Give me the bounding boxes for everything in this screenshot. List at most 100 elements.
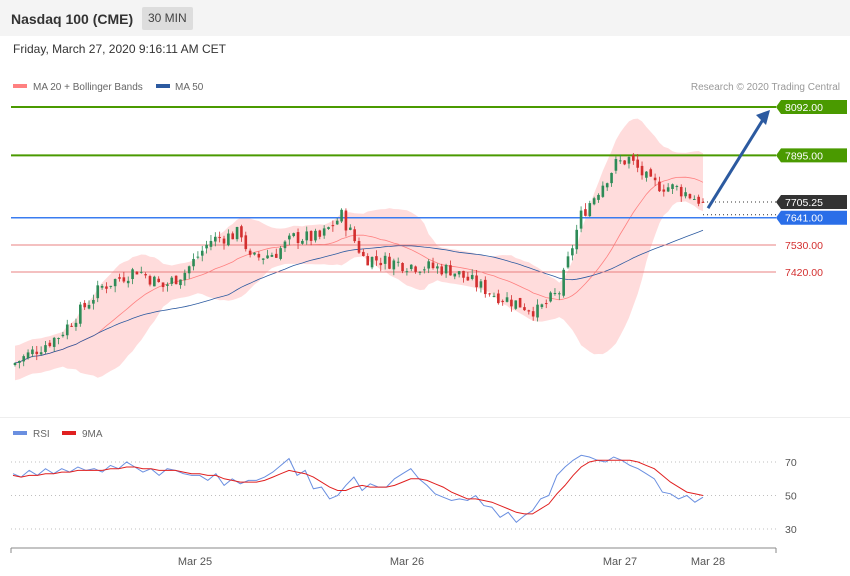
candle-body xyxy=(518,297,522,308)
copyright-text: Research © 2020 Trading Central xyxy=(691,82,840,93)
header-bar xyxy=(0,0,850,36)
candle-body xyxy=(501,300,505,302)
candle-body xyxy=(549,292,552,302)
candle-body xyxy=(31,349,34,355)
candle-body xyxy=(266,255,269,259)
candle-body xyxy=(427,261,430,269)
candle-body xyxy=(135,271,139,275)
candle-body xyxy=(614,158,618,171)
candle-body xyxy=(70,325,73,327)
candle-body xyxy=(431,262,435,269)
rsi-tick-label: 70 xyxy=(785,457,797,469)
rsi-ma-line xyxy=(12,459,704,515)
candle-body xyxy=(257,253,261,258)
panel-separator xyxy=(0,417,850,418)
candle-body xyxy=(418,271,422,273)
candle-body xyxy=(675,186,679,188)
rsi-tick-label: 30 xyxy=(785,524,797,536)
candle-body xyxy=(222,238,226,244)
level-label: 7641.00 xyxy=(785,213,823,225)
candle-body xyxy=(401,263,404,272)
time-tick-label: Mar 27 xyxy=(603,556,637,568)
candle-body xyxy=(205,244,208,249)
rsi-legend: RSI 9MA xyxy=(13,429,103,440)
candle-body xyxy=(13,362,17,366)
timeframe-badge[interactable]: 30 MIN xyxy=(142,7,193,30)
level-label: 7420.00 xyxy=(785,267,823,279)
candle-body xyxy=(61,334,65,337)
candle-body xyxy=(597,194,600,200)
rsi-tick-label: 50 xyxy=(785,491,797,503)
candle-body xyxy=(605,183,609,188)
candle-body xyxy=(52,337,56,347)
candle-body xyxy=(235,226,239,240)
candle-body xyxy=(370,256,374,268)
instrument-title: Nasdaq 100 (CME) xyxy=(11,11,134,27)
candle-body xyxy=(144,274,147,276)
candle-body xyxy=(640,165,644,176)
candle-body xyxy=(305,231,309,241)
candle-body xyxy=(187,266,191,274)
candle-body xyxy=(131,269,134,280)
candle-body xyxy=(562,269,565,296)
candle-body xyxy=(92,299,95,304)
candle-body xyxy=(475,275,478,288)
candle-body xyxy=(74,322,78,327)
candle-body xyxy=(579,210,583,229)
time-tick-label: Mar 28 xyxy=(691,556,725,568)
target-arrow xyxy=(706,109,770,209)
rsi-panel: 70 50 30 xyxy=(11,454,797,536)
candle-body xyxy=(697,196,700,204)
candle-body xyxy=(357,241,361,253)
candle-body xyxy=(213,236,217,242)
target-arrow-shaft xyxy=(706,117,766,209)
candle-body xyxy=(48,342,52,347)
rsi-line xyxy=(12,454,704,524)
time-tick-label: Mar 25 xyxy=(178,556,212,568)
candle-body xyxy=(645,171,648,178)
candle-body xyxy=(261,258,265,260)
candle-body xyxy=(440,266,444,275)
candle-body xyxy=(253,252,256,255)
candle-body xyxy=(383,255,387,264)
candle-body xyxy=(35,351,39,355)
candle-body xyxy=(322,228,326,236)
candle-body xyxy=(118,277,121,279)
candle-body xyxy=(479,281,483,288)
rsi-ma-legend-label: 9MA xyxy=(82,429,103,440)
candle-body xyxy=(632,155,635,161)
candle-body xyxy=(466,276,470,281)
candle-body xyxy=(166,284,169,286)
candle-body xyxy=(113,279,117,287)
candle-body xyxy=(557,293,561,295)
candle-body xyxy=(292,233,295,237)
candle-body xyxy=(623,160,626,165)
candle-body xyxy=(444,264,448,274)
candle-body xyxy=(183,272,187,281)
candle-body xyxy=(192,258,195,267)
candle-body xyxy=(571,248,574,256)
level-tag-bg xyxy=(776,100,847,114)
candle-body xyxy=(627,157,631,164)
candle-body xyxy=(414,266,417,272)
candle-body xyxy=(409,264,413,269)
candle-body xyxy=(65,324,69,336)
candle-body xyxy=(536,304,539,318)
candle-body xyxy=(575,229,579,250)
candle-body xyxy=(218,237,221,239)
candle-body xyxy=(488,293,491,295)
candle-body xyxy=(588,203,592,217)
candle-body xyxy=(544,303,548,305)
candle-body xyxy=(348,227,352,230)
candle-body xyxy=(288,235,291,240)
level-labels: 8092.00 7895.00 7705.25 7641.00 7530.00 7420.… xyxy=(776,100,847,279)
candle-body xyxy=(314,230,317,241)
candle-body xyxy=(100,285,104,288)
candle-body xyxy=(423,269,426,271)
candle-body xyxy=(462,270,465,278)
candle-body xyxy=(148,276,152,285)
candle-body xyxy=(483,279,487,295)
candle-body xyxy=(436,266,439,269)
candle-body xyxy=(18,360,21,363)
